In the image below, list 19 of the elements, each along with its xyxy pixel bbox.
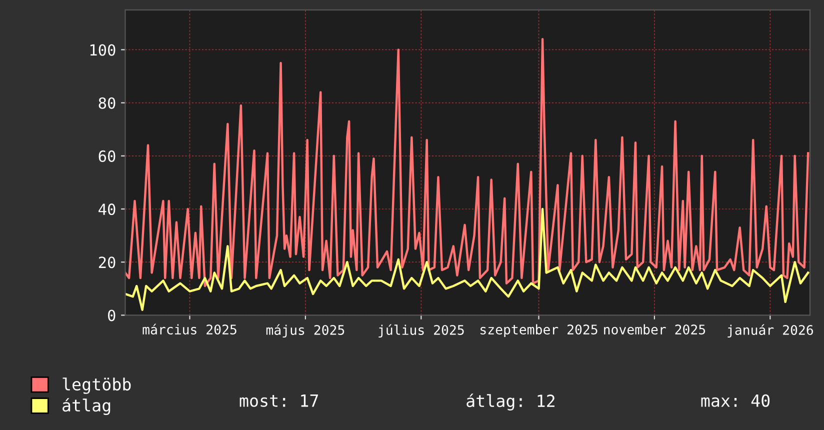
text: max: 40 (701, 394, 770, 407)
x-tick-label: május 2025 (266, 324, 344, 338)
y-tick-label: 20 (98, 256, 116, 268)
y-tick-label: 40 (98, 204, 116, 216)
line-series (125, 208, 810, 311)
y-tick-label: 100 (90, 44, 116, 56)
text: most: 17 (240, 394, 318, 407)
legend-label: legtöbb (62, 378, 131, 394)
y-tick-label: 0 (108, 310, 116, 322)
x-tick-label: november 2025 (604, 324, 706, 334)
text: átlag: 12 (466, 394, 554, 411)
x-tick-label: szeptember 2025 (480, 324, 598, 338)
y-tick-label: 60 (98, 150, 116, 162)
y-tick-label: 80 (98, 97, 116, 109)
legend-label: átlag (62, 398, 110, 415)
x-tick-label: július 2025 (378, 324, 464, 338)
x-tick-label: március 2025 (142, 324, 236, 334)
line-series (125, 38, 810, 288)
x-tick-label: január 2026 (728, 324, 813, 338)
